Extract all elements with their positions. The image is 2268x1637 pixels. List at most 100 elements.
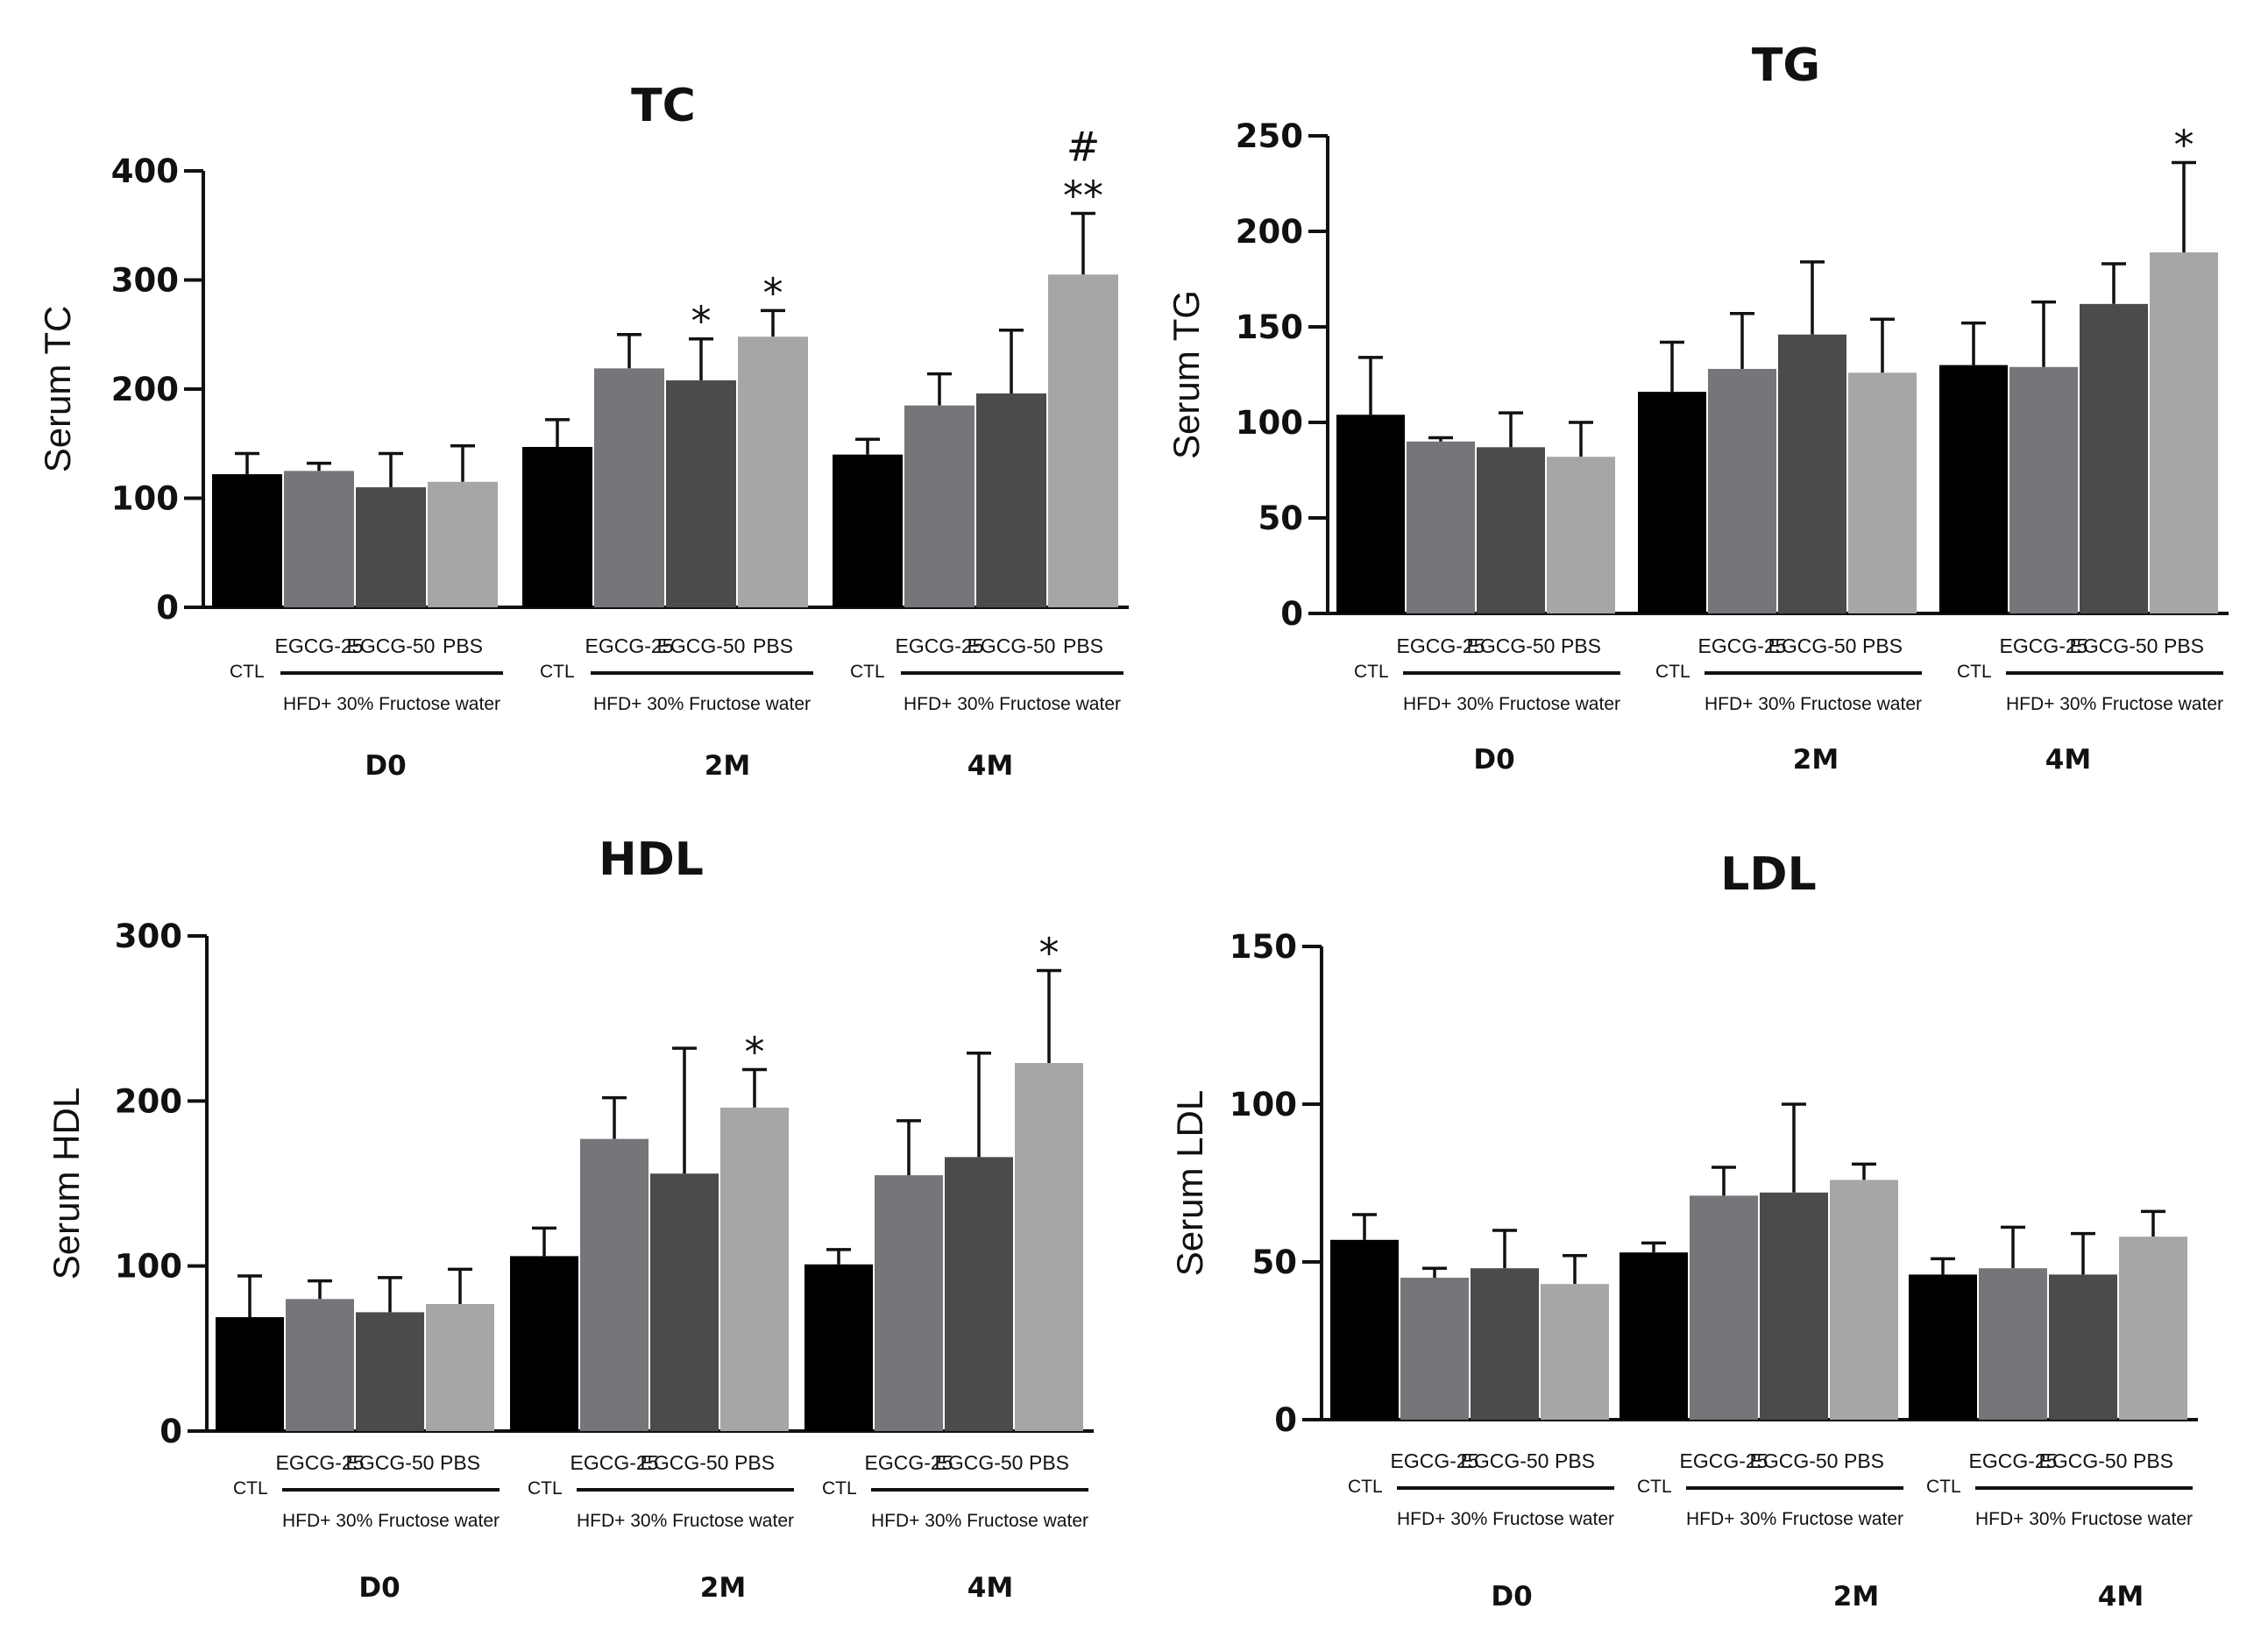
- bar: [1708, 368, 1776, 613]
- bar: [720, 1107, 789, 1431]
- timepoint-label: 2M: [1833, 1581, 1879, 1612]
- treatment-label: HFD+ 30% Fructose water: [577, 1511, 794, 1531]
- bar: [1015, 1063, 1083, 1431]
- y-tick-label: 400: [111, 152, 179, 190]
- group-label: EGCG-50: [1750, 1449, 1839, 1472]
- bar: [1778, 334, 1846, 613]
- group-label: EGCG-25: [1969, 1449, 2058, 1472]
- bar: [976, 393, 1046, 607]
- significance-marker: *: [745, 1029, 765, 1076]
- group-label: EGCG-50: [2039, 1449, 2128, 1472]
- bar: [1477, 447, 1545, 613]
- y-tick-label: 100: [1230, 1086, 1297, 1123]
- group-label: PBS: [1029, 1451, 1069, 1474]
- y-tick-label: 150: [1230, 928, 1297, 966]
- bar: [875, 1175, 943, 1431]
- group-label-ctl: CTL: [850, 662, 885, 682]
- treatment-label: HFD+ 30% Fructose water: [283, 694, 500, 714]
- group-label: EGCG-50: [641, 1451, 729, 1474]
- bar: [1330, 1239, 1399, 1420]
- bar: [945, 1157, 1013, 1431]
- y-tick-label: 0: [159, 1413, 182, 1450]
- bar: [1979, 1268, 2047, 1420]
- y-tick-label: 200: [1236, 213, 1303, 251]
- y-tick-label: 250: [1236, 117, 1303, 155]
- bar: [216, 1317, 284, 1431]
- bar: [650, 1173, 719, 1431]
- group-label: EGCG-50: [935, 1451, 1024, 1474]
- group-label: PBS: [1844, 1449, 1884, 1472]
- bar: [580, 1138, 649, 1431]
- chart-title: TG: [1752, 39, 1820, 92]
- treatment-label: HFD+ 30% Fructose water: [1705, 694, 1922, 714]
- group-label: EGCG-25: [896, 634, 984, 657]
- treatment-label: HFD+ 30% Fructose water: [2006, 694, 2223, 714]
- group-label-ctl: CTL: [1348, 1477, 1383, 1497]
- group-label: EGCG-25: [275, 634, 364, 657]
- bar: [1471, 1268, 1539, 1420]
- y-axis-label: Serum LDL: [1169, 1090, 1210, 1276]
- group-label-ctl: CTL: [528, 1478, 563, 1499]
- chart-title: TC: [631, 80, 696, 132]
- y-tick-label: 0: [156, 589, 179, 627]
- bar: [2080, 303, 2148, 613]
- treatment-label: HFD+ 30% Fructose water: [1686, 1509, 1903, 1529]
- bar: [666, 380, 736, 607]
- y-tick-label: 50: [1252, 1244, 1298, 1281]
- y-tick-label: 150: [1236, 308, 1303, 346]
- bar: [510, 1256, 578, 1431]
- bar: [286, 1299, 354, 1431]
- group-label: EGCG-25: [1397, 634, 1485, 657]
- bar: [1690, 1195, 1758, 1420]
- timepoint-label: D0: [1491, 1581, 1532, 1612]
- bar: [1760, 1192, 1828, 1420]
- chart-title: HDL: [599, 833, 704, 886]
- group-label: EGCG-50: [657, 634, 746, 657]
- significance-marker: *: [1039, 930, 1060, 977]
- bar: [1547, 457, 1615, 613]
- group-label: EGCG-25: [276, 1451, 365, 1474]
- bar: [212, 474, 282, 607]
- bar: [1909, 1274, 1977, 1420]
- timepoint-label: 4M: [2045, 744, 2091, 776]
- chart-title: LDL: [1720, 848, 1816, 901]
- treatment-label: HFD+ 30% Fructose water: [1403, 694, 1620, 714]
- bar: [804, 1264, 873, 1431]
- group-label: EGCG-50: [346, 1451, 435, 1474]
- group-label: PBS: [1862, 634, 1903, 657]
- bar: [1619, 1252, 1688, 1420]
- treatment-label: HFD+ 30% Fructose water: [1975, 1509, 2193, 1529]
- group-label: PBS: [2164, 634, 2204, 657]
- bar: [356, 1312, 424, 1431]
- bar: [522, 446, 592, 607]
- group-label: EGCG-50: [347, 634, 436, 657]
- significance-marker: **: [1063, 173, 1103, 220]
- bar: [833, 454, 903, 607]
- group-label: EGCG-50: [1461, 1449, 1549, 1472]
- y-tick-label: 300: [115, 918, 182, 955]
- group-label-ctl: CTL: [1354, 662, 1389, 682]
- y-tick-label: 0: [1280, 595, 1303, 633]
- y-tick-label: 100: [115, 1248, 182, 1286]
- group-label: EGCG-25: [585, 634, 674, 657]
- bar: [1048, 274, 1118, 607]
- group-label: EGCG-25: [571, 1451, 659, 1474]
- y-axis-label: Serum HDL: [46, 1088, 87, 1279]
- group-label: PBS: [2133, 1449, 2173, 1472]
- bar: [594, 368, 664, 607]
- group-label-ctl: CTL: [1926, 1477, 1961, 1497]
- bar: [2009, 366, 2078, 613]
- y-tick-label: 200: [115, 1082, 182, 1120]
- bar: [1400, 1278, 1469, 1420]
- timepoint-label: 2M: [705, 750, 750, 782]
- bar: [1638, 392, 1706, 613]
- group-label: EGCG-50: [2070, 634, 2158, 657]
- treatment-label: HFD+ 30% Fructose water: [593, 694, 811, 714]
- bar: [356, 487, 426, 607]
- bar: [738, 337, 808, 607]
- y-tick-label: 50: [1258, 500, 1304, 537]
- timepoint-label: 2M: [1793, 744, 1839, 776]
